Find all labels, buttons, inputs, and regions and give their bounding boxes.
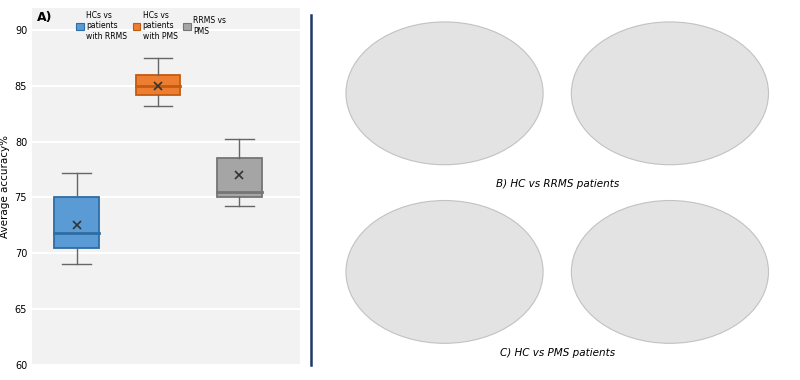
Ellipse shape [571, 201, 769, 344]
Bar [217, 158, 262, 197]
Bar [136, 74, 180, 95]
Ellipse shape [346, 201, 543, 344]
Ellipse shape [346, 22, 543, 165]
Text: C) HC vs PMS patients: C) HC vs PMS patients [500, 348, 614, 358]
Text: B) HC vs RRMS patients: B) HC vs RRMS patients [496, 179, 619, 189]
Ellipse shape [571, 22, 769, 165]
Y-axis label: Average accuracy%: Average accuracy% [1, 135, 10, 238]
Legend: HCs vs
patients
with RRMS, HCs vs
patients
with PMS, RRMS vs
PMS: HCs vs patients with RRMS, HCs vs patien… [74, 8, 229, 44]
Bar [54, 197, 99, 248]
Text: A): A) [38, 11, 53, 24]
